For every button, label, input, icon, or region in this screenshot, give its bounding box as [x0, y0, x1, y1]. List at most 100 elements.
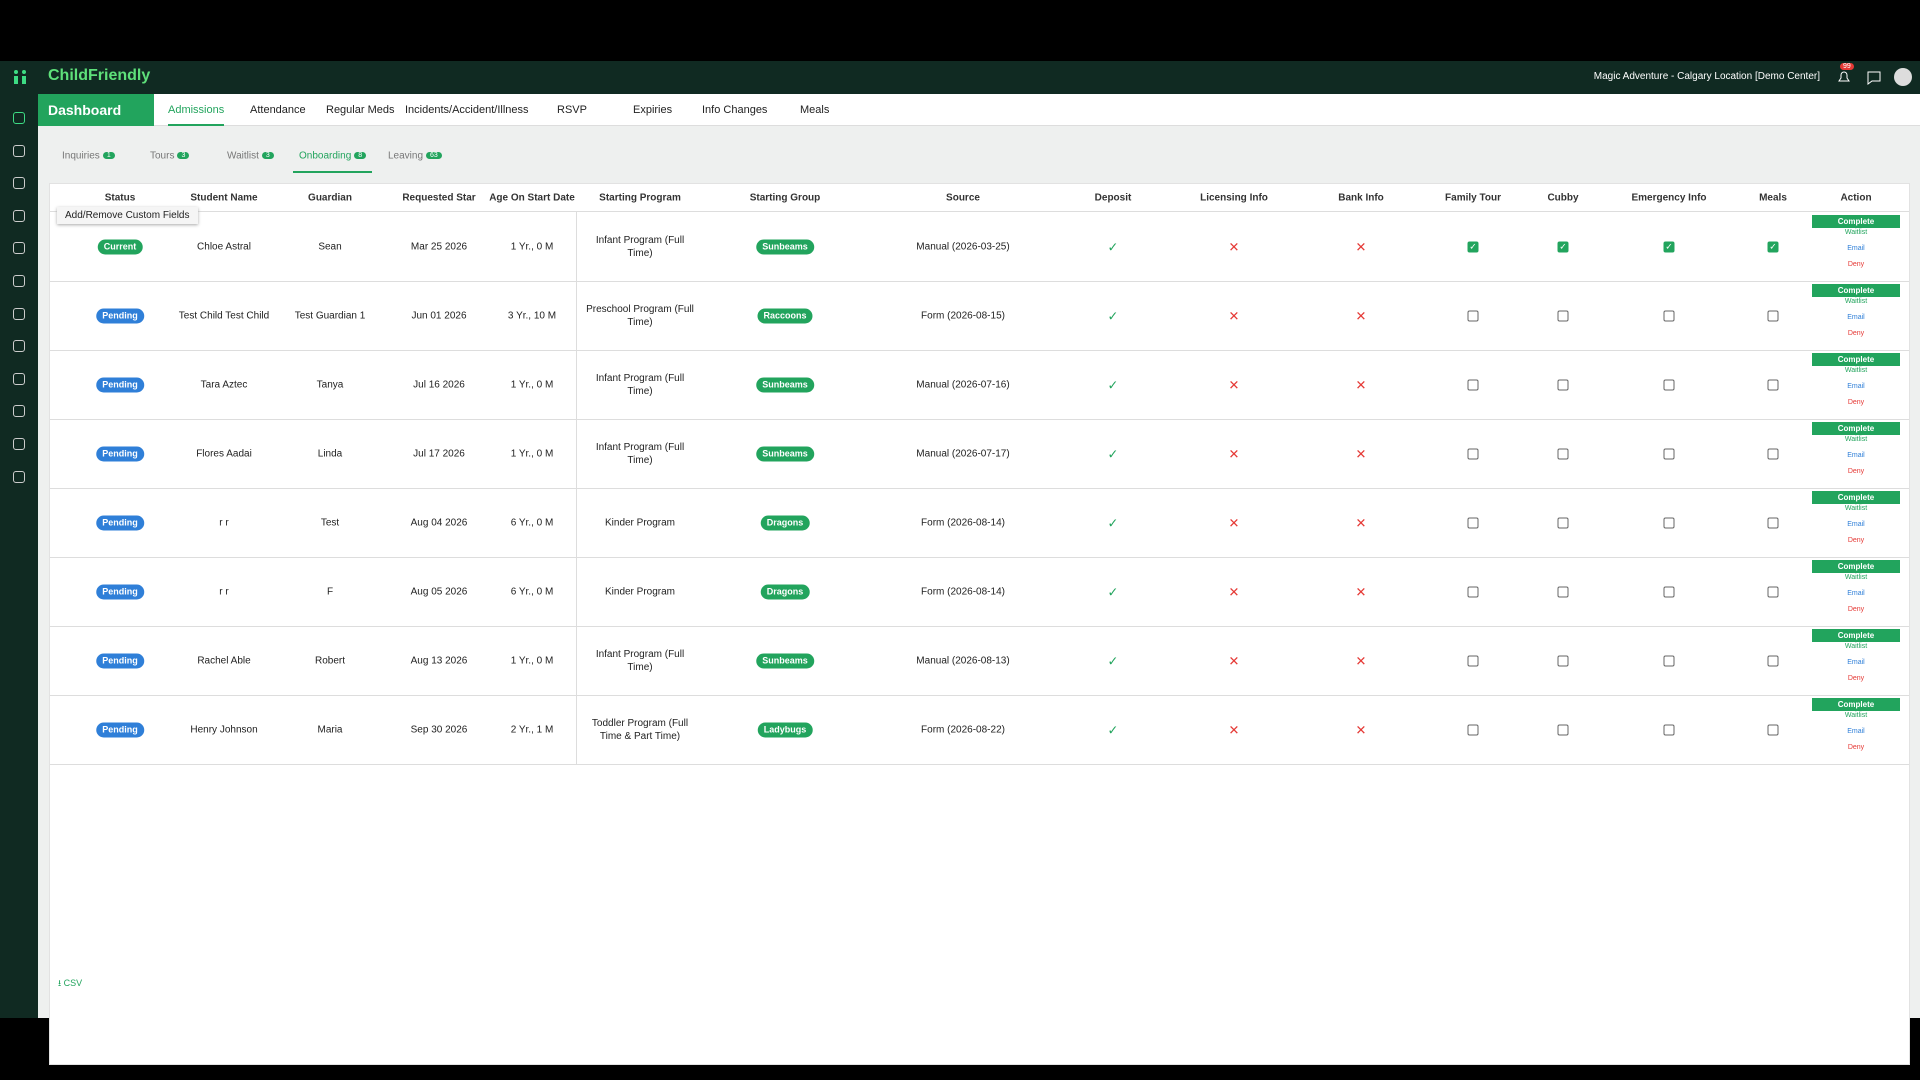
checkbox[interactable]: [1467, 517, 1479, 528]
checkbox[interactable]: [1663, 310, 1675, 321]
action-1[interactable]: Waitlist: [1844, 436, 1868, 443]
checkbox[interactable]: [1767, 586, 1779, 597]
column-header[interactable]: Student Name: [190, 192, 258, 204]
checkbox[interactable]: [1467, 655, 1479, 666]
checkbox[interactable]: [1767, 517, 1779, 528]
column-header[interactable]: Starting Group: [749, 192, 821, 204]
checkbox[interactable]: [1467, 379, 1479, 390]
sidebar-icon[interactable]: [13, 307, 25, 320]
checkbox[interactable]: [1557, 655, 1569, 666]
sub-tab-count[interactable]: 3: [261, 152, 274, 159]
checkbox[interactable]: [1767, 724, 1779, 735]
action-2[interactable]: Email: [1847, 314, 1865, 321]
checkbox[interactable]: [1557, 517, 1569, 528]
action-1[interactable]: Waitlist: [1844, 298, 1868, 305]
sub-tab-label[interactable]: Inquiries: [62, 150, 100, 162]
checkbox[interactable]: [1767, 655, 1779, 666]
column-header[interactable]: Age On Start Date: [489, 192, 575, 204]
checkbox[interactable]: ✓: [1557, 241, 1569, 252]
sidebar-icon[interactable]: [13, 242, 25, 255]
checkbox[interactable]: ✓: [1467, 241, 1479, 252]
sub-tab-count[interactable]: 8: [354, 152, 367, 159]
action-2[interactable]: Email: [1847, 521, 1865, 528]
column-header[interactable]: Status: [104, 192, 136, 204]
checkbox[interactable]: [1663, 655, 1675, 666]
action-1[interactable]: Waitlist: [1844, 643, 1868, 650]
checkbox[interactable]: [1557, 379, 1569, 390]
sidebar-icon[interactable]: [13, 209, 25, 222]
column-header[interactable]: Requested Star: [402, 192, 476, 204]
nav-tab[interactable]: Regular Meds: [326, 104, 395, 116]
checkbox[interactable]: [1663, 586, 1675, 597]
column-header[interactable]: Meals: [1759, 192, 1787, 204]
checkbox[interactable]: [1663, 448, 1675, 459]
checkbox[interactable]: [1557, 586, 1569, 597]
nav-tab[interactable]: Attendance: [250, 104, 306, 116]
action-3[interactable]: Deny: [1847, 261, 1865, 268]
action-3[interactable]: Deny: [1847, 606, 1865, 613]
checkbox[interactable]: [1467, 310, 1479, 321]
sidebar-icon[interactable]: [13, 438, 25, 450]
sidebar-icon[interactable]: [13, 275, 25, 287]
action-1[interactable]: Waitlist: [1844, 574, 1868, 581]
action-3[interactable]: Deny: [1847, 330, 1865, 337]
sidebar-icon[interactable]: [13, 112, 25, 124]
action-3[interactable]: Deny: [1847, 744, 1865, 751]
checkbox[interactable]: [1767, 379, 1779, 390]
action-0[interactable]: Complete: [1812, 215, 1900, 228]
location[interactable]: Magic Adventure - Calgary Location [Demo…: [1593, 71, 1820, 82]
sub-tab[interactable]: Leaving 63: [388, 143, 442, 173]
action-2[interactable]: Email: [1847, 383, 1865, 390]
action-3[interactable]: Deny: [1847, 537, 1865, 544]
checkbox[interactable]: [1767, 310, 1779, 321]
action-2[interactable]: Email: [1847, 659, 1865, 666]
action-1[interactable]: Waitlist: [1844, 367, 1868, 374]
checkbox[interactable]: [1467, 448, 1479, 459]
nav-tab[interactable]: Meals: [800, 104, 830, 116]
checkbox[interactable]: [1663, 724, 1675, 735]
sidebar-icon[interactable]: [13, 405, 25, 418]
checkbox[interactable]: [1557, 724, 1569, 735]
nav-tab[interactable]: Admissions: [168, 94, 225, 126]
action-2[interactable]: Email: [1847, 590, 1865, 597]
sub-tab-label[interactable]: Tours: [150, 150, 175, 162]
action-0[interactable]: Complete: [1812, 560, 1900, 573]
checkbox[interactable]: [1467, 724, 1479, 735]
sidebar-icon[interactable]: [13, 144, 25, 157]
action-0[interactable]: Complete: [1812, 491, 1900, 504]
column-header[interactable]: Starting Program: [599, 192, 681, 204]
checkbox[interactable]: [1767, 448, 1779, 459]
sub-tab-label[interactable]: Waitlist: [227, 150, 259, 162]
action-1[interactable]: Waitlist: [1844, 229, 1868, 236]
sub-tab[interactable]: Inquiries 1: [62, 143, 115, 173]
action-0[interactable]: Complete: [1812, 284, 1900, 297]
csv-button[interactable]: ⭳ CSV: [58, 978, 83, 988]
csv-label[interactable]: CSV: [63, 978, 83, 988]
action-2[interactable]: Email: [1847, 452, 1865, 459]
action-2[interactable]: Email: [1847, 245, 1865, 252]
bell-icon[interactable]: [1836, 69, 1852, 85]
checkbox[interactable]: ✓: [1767, 241, 1779, 252]
sub-tab-label[interactable]: Onboarding: [299, 150, 352, 162]
column-header[interactable]: Deposit: [1094, 192, 1132, 204]
sub-tab-count[interactable]: 1: [102, 152, 115, 159]
sub-tab[interactable]: Waitlist 3: [227, 143, 274, 173]
column-header[interactable]: Action: [1840, 192, 1872, 204]
sidebar-icon[interactable]: [13, 372, 25, 385]
nav-tab[interactable]: Expiries: [633, 104, 673, 116]
checkbox[interactable]: [1467, 586, 1479, 597]
checkbox[interactable]: ✓: [1663, 241, 1675, 252]
column-header[interactable]: Guardian: [308, 192, 352, 204]
sidebar-icon[interactable]: [13, 340, 25, 353]
nav-tab[interactable]: Info Changes: [702, 104, 768, 116]
checkbox[interactable]: [1663, 379, 1675, 390]
action-3[interactable]: Deny: [1847, 675, 1865, 682]
column-header[interactable]: Family Tour: [1445, 192, 1501, 204]
sub-tab[interactable]: Onboarding 8: [293, 143, 373, 173]
chat-icon[interactable]: [1866, 70, 1882, 86]
nav-tab[interactable]: Incidents/Accident/Illness: [405, 104, 529, 116]
checkbox[interactable]: [1663, 517, 1675, 528]
checkbox[interactable]: [1557, 310, 1569, 321]
action-1[interactable]: Waitlist: [1844, 505, 1868, 512]
sub-tab[interactable]: Tours 3: [150, 143, 190, 173]
